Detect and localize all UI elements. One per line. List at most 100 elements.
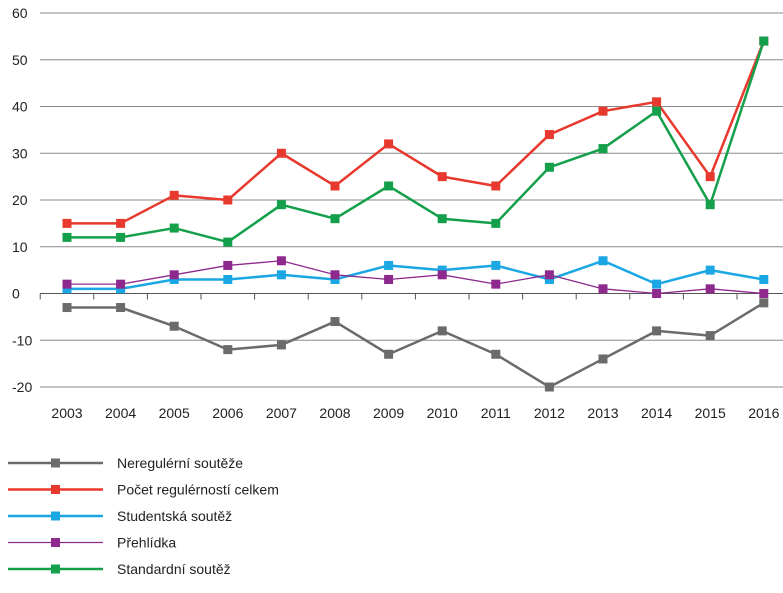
x-tick-label: 2015 <box>695 405 726 421</box>
data-point <box>276 340 286 350</box>
series-line <box>67 301 765 389</box>
data-point <box>544 130 554 140</box>
data-point <box>437 270 447 280</box>
series-group <box>62 36 769 392</box>
data-point <box>384 349 394 359</box>
data-point <box>491 279 501 289</box>
data-point <box>223 274 233 284</box>
data-point <box>384 139 394 149</box>
series-line <box>67 40 765 244</box>
data-point <box>544 382 554 392</box>
data-point <box>759 298 769 308</box>
x-tick-label: 2016 <box>748 405 779 421</box>
data-point <box>652 289 662 298</box>
x-tick-label: 2012 <box>534 405 565 421</box>
x-tick-label: 2006 <box>212 405 243 421</box>
legend-label: Studentská soutěž <box>117 508 232 524</box>
data-point <box>598 106 608 116</box>
data-point <box>437 214 447 224</box>
data-point <box>330 270 340 280</box>
data-point <box>544 162 554 172</box>
data-point <box>705 331 715 341</box>
data-point <box>116 303 126 313</box>
data-point <box>652 106 662 116</box>
series-line <box>67 259 765 291</box>
series-line <box>67 40 765 225</box>
data-point <box>491 349 501 359</box>
y-tick-label: 50 <box>12 52 28 68</box>
y-tick-label: 40 <box>12 99 28 115</box>
data-point <box>276 200 286 210</box>
data-point <box>169 270 179 280</box>
data-point <box>652 279 662 289</box>
legend-item: Neregulérní soutěže <box>8 455 243 471</box>
data-point <box>330 274 340 284</box>
x-tick-label: 2007 <box>266 405 297 421</box>
data-point <box>598 284 608 294</box>
data-point <box>705 200 715 210</box>
data-point <box>437 172 447 182</box>
legend-label: Počet regulérností celkem <box>117 482 279 498</box>
legend-item: Počet regulérností celkem <box>8 482 279 498</box>
x-tick-label: 2003 <box>51 405 82 421</box>
data-point <box>169 274 179 284</box>
data-point <box>116 232 126 242</box>
x-axis: 2003 2004 2005 2006 2007 2008 2009 2010 2011 2012… <box>39 293 780 421</box>
y-tick-label: -10 <box>12 332 32 348</box>
data-point <box>169 190 179 200</box>
legend-label: Standardní soutěž <box>117 561 231 577</box>
series-0 <box>62 298 769 392</box>
data-point <box>276 256 286 266</box>
data-point <box>491 218 501 228</box>
data-point <box>330 181 340 191</box>
legend-item: Přehlídka <box>8 535 176 551</box>
x-tick-label: 2004 <box>105 405 136 421</box>
data-point <box>759 274 769 284</box>
data-point <box>544 270 554 280</box>
x-tick-label: 2011 <box>481 405 511 421</box>
y-tick-label: 60 <box>12 5 28 21</box>
legend-item: Standardní soutěž <box>8 561 231 577</box>
data-point <box>169 223 179 233</box>
data-point <box>437 265 447 275</box>
legend-marker <box>51 564 60 574</box>
data-point <box>330 214 340 224</box>
data-point <box>62 284 72 294</box>
data-point <box>652 97 662 107</box>
data-point <box>223 260 233 270</box>
x-tick-label: 2013 <box>587 405 618 421</box>
legend-marker <box>51 485 60 494</box>
data-point <box>223 195 233 205</box>
y-axis: 60 50 40 30 20 10 0 -10 -20 <box>12 5 32 395</box>
y-tick-label: -20 <box>12 379 32 395</box>
data-point <box>705 172 715 182</box>
y-tick-label: 20 <box>12 192 28 208</box>
data-point <box>384 274 394 284</box>
data-point <box>116 218 126 228</box>
data-point <box>491 260 501 270</box>
series-3 <box>62 256 769 298</box>
legend-marker <box>51 538 60 547</box>
data-point <box>598 354 608 364</box>
y-tick-label: 10 <box>12 239 28 255</box>
x-tick-label: 2010 <box>427 405 458 421</box>
data-point <box>276 148 286 158</box>
data-point <box>384 181 394 191</box>
data-point <box>544 274 554 284</box>
legend-item: Studentská soutěž <box>8 508 232 524</box>
x-tick-label: 2009 <box>373 405 404 421</box>
data-point <box>276 270 286 280</box>
data-point <box>116 279 126 289</box>
data-point <box>437 326 447 336</box>
data-point <box>223 345 233 355</box>
series-1 <box>62 36 769 228</box>
data-point <box>759 36 769 46</box>
data-point <box>223 237 233 247</box>
data-point <box>598 256 608 266</box>
data-point <box>116 284 126 294</box>
y-tick-label: 0 <box>12 286 20 302</box>
data-point <box>491 181 501 191</box>
data-point <box>330 317 340 327</box>
legend-marker <box>51 511 60 521</box>
